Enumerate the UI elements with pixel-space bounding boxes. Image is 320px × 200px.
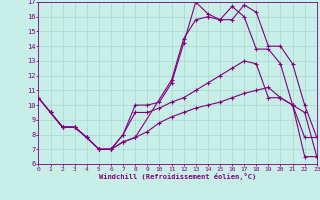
X-axis label: Windchill (Refroidissement éolien,°C): Windchill (Refroidissement éolien,°C) — [99, 173, 256, 180]
